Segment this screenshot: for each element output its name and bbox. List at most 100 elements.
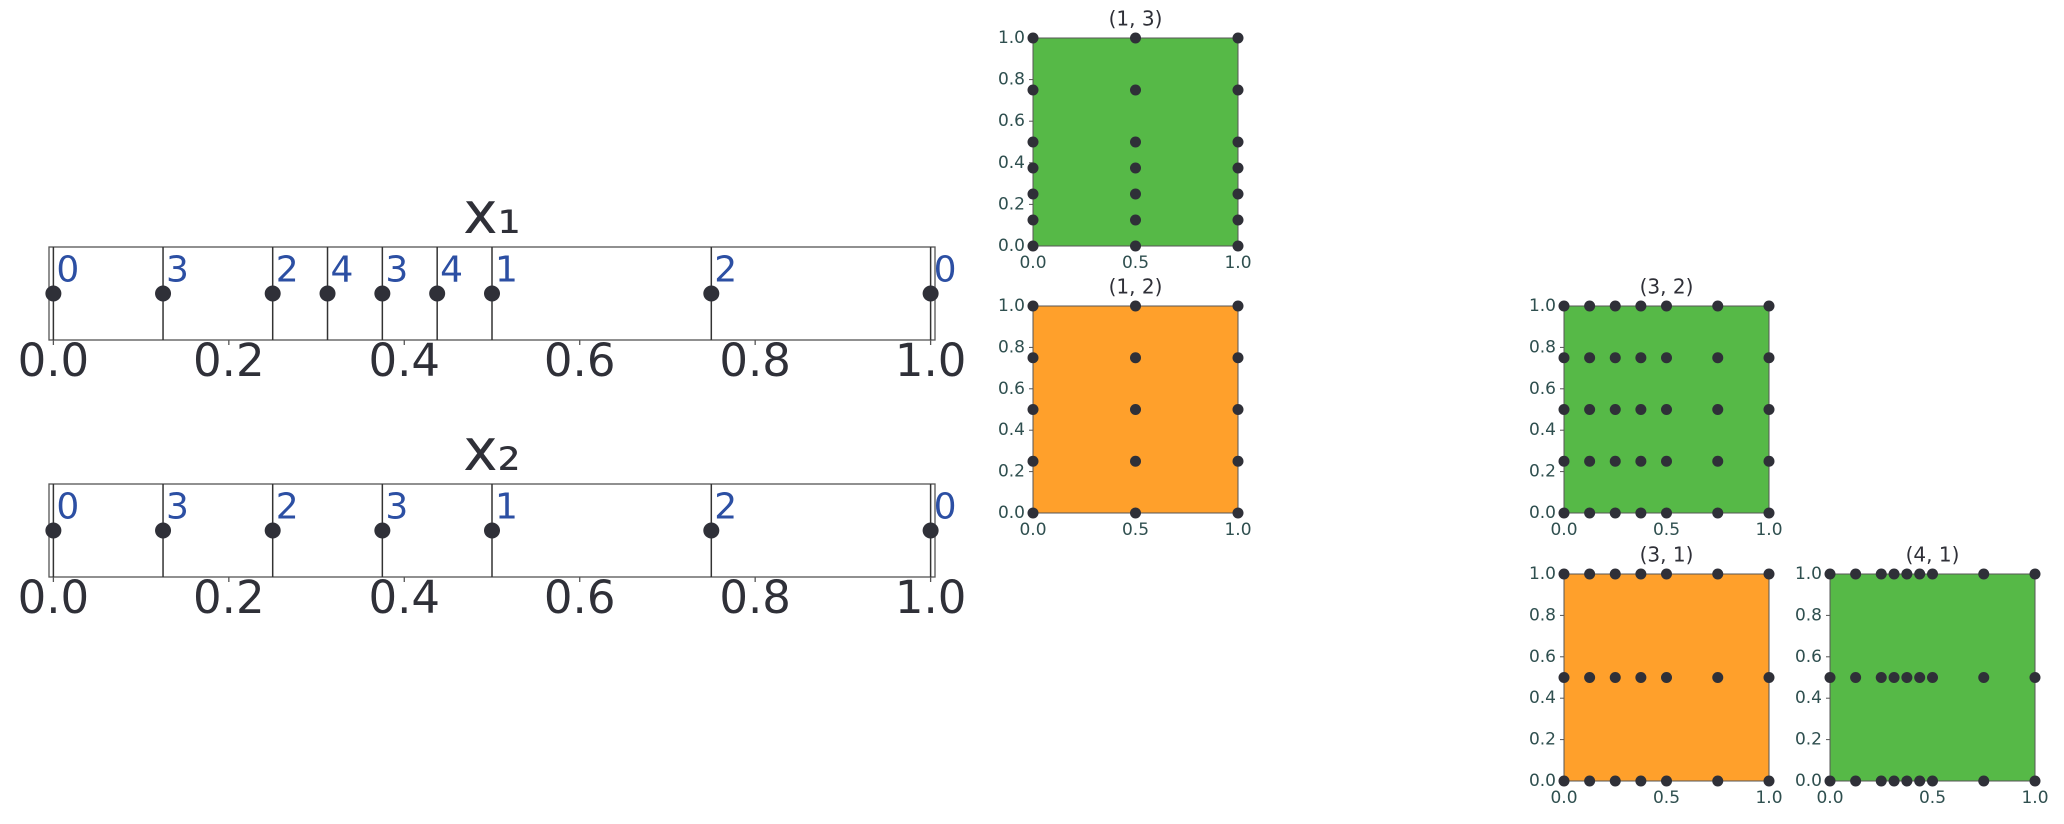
point (1027, 240, 1039, 252)
point (1661, 300, 1672, 312)
level-label: 2 (714, 487, 737, 528)
point (45, 522, 62, 539)
point (1609, 507, 1621, 519)
point (1661, 672, 1672, 683)
point (1130, 162, 1141, 174)
point (1635, 352, 1647, 364)
level-label: 3 (385, 487, 408, 528)
point (1130, 240, 1141, 252)
point (1901, 775, 1913, 787)
point (1824, 775, 1836, 787)
point (1130, 136, 1141, 148)
point (1763, 672, 1775, 683)
point (2029, 672, 2041, 683)
point (1558, 775, 1570, 787)
y-tick-label: 0.0 (1529, 503, 1556, 523)
point (703, 522, 720, 539)
point (1850, 775, 1862, 787)
point (922, 285, 939, 302)
point (1232, 507, 1244, 519)
x-tick-label: 0.6 (544, 571, 616, 624)
point (1130, 404, 1141, 415)
point (1661, 507, 1672, 519)
x-tick-label: 0.8 (719, 334, 791, 387)
point (1850, 672, 1862, 683)
x-tick-label: 0.5 (1122, 253, 1149, 273)
point (1232, 188, 1244, 200)
point (1584, 568, 1596, 580)
y-tick-label: 0.6 (1795, 647, 1822, 667)
x-tick-label: 0.5 (1919, 788, 1946, 808)
point (1232, 32, 1244, 44)
point (1661, 775, 1672, 787)
point (1584, 507, 1596, 519)
point (1888, 775, 1900, 787)
point (1635, 404, 1647, 415)
point (1635, 775, 1647, 787)
point (1609, 300, 1621, 312)
x-tick-label: 0.0 (18, 571, 90, 624)
y-tick-label: 0.2 (998, 462, 1025, 482)
point (1558, 404, 1570, 415)
point (1130, 507, 1141, 519)
point (1763, 300, 1775, 312)
point (1130, 300, 1141, 312)
x-tick-label: 1.0 (1224, 253, 1251, 273)
y-tick-label: 1.0 (998, 28, 1025, 48)
y-tick-label: 0.6 (1529, 647, 1556, 667)
point (1027, 404, 1039, 415)
point (1558, 352, 1570, 364)
point (1232, 455, 1244, 467)
point (1850, 568, 1862, 580)
point (1130, 455, 1141, 467)
point (155, 285, 172, 302)
point (1027, 162, 1039, 174)
x-tick-label: 0.2 (193, 334, 265, 387)
level-label: 4 (440, 250, 463, 291)
y-tick-label: 1.0 (1795, 564, 1822, 584)
y-tick-label: 0.4 (1529, 688, 1556, 708)
point (1232, 162, 1244, 174)
level-label: 0 (56, 487, 79, 528)
point (1027, 455, 1039, 467)
point (1584, 404, 1596, 415)
level-label: 2 (714, 250, 737, 291)
point (1763, 568, 1775, 580)
y-tick-label: 0.4 (1795, 688, 1822, 708)
point (1584, 672, 1596, 683)
point (1027, 188, 1039, 200)
level-label: 3 (385, 250, 408, 291)
y-tick-label: 0.0 (1529, 771, 1556, 791)
point (484, 522, 500, 539)
point (1712, 568, 1724, 580)
y-tick-label: 0.2 (998, 194, 1025, 214)
x-tick-label: 0.0 (1019, 253, 1046, 273)
point (1130, 352, 1141, 364)
y-tick-label: 1.0 (1529, 564, 1556, 584)
point (1027, 84, 1039, 96)
point (1232, 352, 1244, 364)
y-tick-label: 0.8 (1529, 605, 1556, 625)
y-tick-label: 0.8 (1795, 605, 1822, 625)
point (1609, 404, 1621, 415)
point (1927, 672, 1938, 683)
level-label: 2 (276, 487, 299, 528)
point (1712, 300, 1724, 312)
y-tick-label: 0.2 (1529, 730, 1556, 750)
point (1763, 455, 1775, 467)
point (1558, 568, 1570, 580)
x-tick-label: 0.5 (1122, 520, 1149, 540)
point (1558, 672, 1570, 683)
point (45, 285, 62, 302)
point (264, 285, 281, 302)
point (1712, 404, 1724, 415)
point (1661, 568, 1672, 580)
point (922, 522, 939, 539)
point (1027, 300, 1039, 312)
y-tick-label: 0.0 (998, 503, 1025, 523)
point (1584, 455, 1596, 467)
y-tick-label: 0.6 (998, 379, 1025, 399)
point (1712, 455, 1724, 467)
point (1875, 568, 1887, 580)
